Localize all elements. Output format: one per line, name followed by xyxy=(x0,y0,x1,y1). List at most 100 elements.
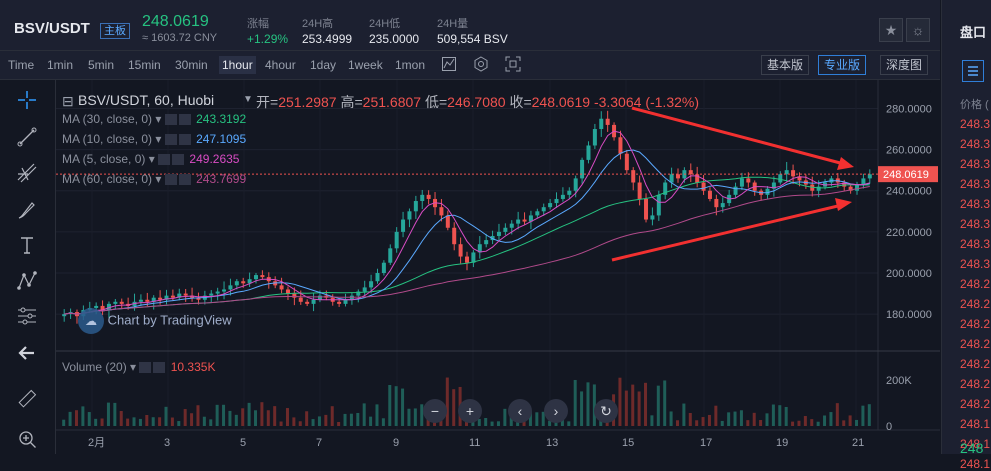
sun-icon[interactable]: ☼ xyxy=(906,18,930,42)
back-arrow-icon[interactable] xyxy=(16,342,38,364)
ma5-close-icon[interactable] xyxy=(172,154,185,166)
pair-name[interactable]: BSV/USDT xyxy=(14,20,90,37)
crosshair-icon[interactable] xyxy=(16,89,38,111)
high-value-ohlc: 251.6807 xyxy=(362,94,422,110)
interval-4hour[interactable]: 4hour xyxy=(265,58,296,72)
ma10-legend[interactable]: MA (10, close, 0) ▾ 247.1095 xyxy=(62,132,247,146)
candle-body xyxy=(343,299,348,304)
volume-bar xyxy=(260,402,264,426)
scroll-right-icon[interactable]: › xyxy=(544,399,568,423)
view-pro-button[interactable]: 专业版 xyxy=(818,55,867,75)
collapse-icon[interactable]: ⊟ xyxy=(62,93,74,109)
ma60-legend[interactable]: MA (60, close, 0) ▾ 243.7699 xyxy=(62,172,247,186)
ma30-legend[interactable]: MA (30, close, 0) ▾ 243.3192 xyxy=(62,112,247,126)
lower-trend-arrow[interactable] xyxy=(611,203,843,262)
ma30-close-icon[interactable] xyxy=(178,114,191,126)
interval-5min[interactable]: 5min xyxy=(88,58,115,72)
drawn-arrows[interactable] xyxy=(611,106,854,262)
orderbook-row-price[interactable]: 248.2 xyxy=(960,317,991,331)
upper-trend-arrow[interactable] xyxy=(631,106,845,166)
interval-30min[interactable]: 30min xyxy=(175,58,208,72)
interval-time[interactable]: Time xyxy=(8,58,35,72)
candle-body xyxy=(439,207,444,216)
high-label-ohlc: 高= xyxy=(340,94,363,110)
orderbook-row-price[interactable]: 248.3 xyxy=(960,117,991,131)
ruler-icon[interactable] xyxy=(16,388,38,410)
fullscreen-icon[interactable] xyxy=(504,56,522,74)
orderbook-row-price[interactable]: 248.3 xyxy=(960,197,991,211)
volume-settings-icon[interactable] xyxy=(139,362,152,374)
volume-bar xyxy=(477,418,481,426)
volume-bar xyxy=(369,416,373,426)
volume-close-icon[interactable] xyxy=(153,362,166,374)
interval-1week[interactable]: 1week xyxy=(348,58,383,72)
candle-body xyxy=(771,182,776,189)
time-axis[interactable]: 2月 3 5 7 9 11 13 15 17 19 21 xyxy=(88,437,864,449)
zoom-in-icon[interactable] xyxy=(16,428,38,450)
candle-body xyxy=(119,301,124,304)
orderbook-row-price[interactable]: 248.2 xyxy=(960,337,991,351)
price-chart[interactable]: 280.0000 260.0000 240.0000 220.0000 200.0000… xyxy=(56,80,940,454)
ma30-label: MA (30, close, 0) xyxy=(62,112,153,126)
star-icon[interactable]: ★ xyxy=(879,18,903,42)
volume-bar xyxy=(618,377,622,426)
orderbook-row-price[interactable]: 248.3 xyxy=(960,217,991,231)
orderbook-row-price[interactable]: 248.2 xyxy=(960,297,991,311)
orderbook-row-price[interactable]: 248.2 xyxy=(960,377,991,391)
interval-1min[interactable]: 1min xyxy=(47,58,74,72)
orderbook-row-price[interactable]: 248.1 xyxy=(960,417,991,431)
brush-icon[interactable] xyxy=(16,199,38,221)
tradingview-watermark[interactable]: ☁ Chart by TradingView xyxy=(78,308,232,334)
ma30-settings-icon[interactable] xyxy=(164,114,177,126)
view-basic-button[interactable]: 基本版 xyxy=(761,55,810,75)
indicator-icon[interactable] xyxy=(440,56,458,74)
interval-1mon[interactable]: 1mon xyxy=(395,58,426,72)
volume-bar xyxy=(682,403,686,426)
ma5-legend[interactable]: MA (5, close, 0) ▾ 249.2635 xyxy=(62,152,240,166)
reset-icon[interactable]: ↻ xyxy=(594,399,618,423)
ma10-settings-icon[interactable] xyxy=(164,134,177,146)
volume-bar xyxy=(62,419,66,426)
symbol-line[interactable]: BSV/USDT, 60, Huobi xyxy=(78,92,215,108)
volume-bar xyxy=(861,405,865,426)
symbol-menu-icon[interactable]: ▼ xyxy=(243,94,253,105)
orderbook-row-price[interactable]: 248.3 xyxy=(960,237,991,251)
candle-body xyxy=(855,184,860,191)
view-depth-button[interactable]: 深度图 xyxy=(880,55,929,75)
orderbook-row-price[interactable]: 248.1 xyxy=(960,437,991,451)
orderbook-row-price[interactable]: 248.3 xyxy=(960,137,991,151)
orderbook-row-price[interactable]: 248.2 xyxy=(960,277,991,291)
candle-body xyxy=(554,198,559,204)
candle-body xyxy=(861,178,866,185)
fib-icon[interactable] xyxy=(16,162,38,184)
orderbook-mode-icon[interactable] xyxy=(962,60,984,82)
orderbook-row-price[interactable]: 248.1 xyxy=(960,457,991,471)
orderbook-row-price[interactable]: 248.3 xyxy=(960,257,991,271)
settings-icon[interactable] xyxy=(472,56,490,74)
orderbook-row-price[interactable]: 248.3 xyxy=(960,177,991,191)
volume-bar xyxy=(535,412,539,426)
orderbook-row-price[interactable]: 248.2 xyxy=(960,357,991,371)
candle-body xyxy=(688,170,693,175)
volume-bar xyxy=(739,410,743,426)
ma60-settings-icon[interactable] xyxy=(164,174,177,186)
interval-1hour[interactable]: 1hour xyxy=(219,56,256,74)
pattern-icon[interactable] xyxy=(16,270,38,292)
orderbook-row-price[interactable]: 248.3 xyxy=(960,157,991,171)
orderbook-row-price[interactable]: 248.2 xyxy=(960,397,991,411)
volume-legend[interactable]: Volume (20) ▾ 10.335K xyxy=(62,360,216,374)
volume-bar xyxy=(407,408,411,426)
measure-icon[interactable] xyxy=(16,305,38,327)
zoom-in-button-icon[interactable]: + xyxy=(458,399,482,423)
ma60-close-icon[interactable] xyxy=(178,174,191,186)
interval-1day[interactable]: 1day xyxy=(310,58,337,72)
price-axis[interactable]: 280.0000 260.0000 240.0000 220.0000 200.0000… xyxy=(886,103,932,433)
text-icon[interactable] xyxy=(16,234,38,256)
zoom-out-icon[interactable]: − xyxy=(423,399,447,423)
volume-bar xyxy=(452,389,456,426)
trendline-icon[interactable] xyxy=(16,126,38,148)
ma5-settings-icon[interactable] xyxy=(158,154,171,166)
scroll-left-icon[interactable]: ‹ xyxy=(508,399,532,423)
interval-15min[interactable]: 15min xyxy=(128,58,161,72)
ma10-close-icon[interactable] xyxy=(178,134,191,146)
